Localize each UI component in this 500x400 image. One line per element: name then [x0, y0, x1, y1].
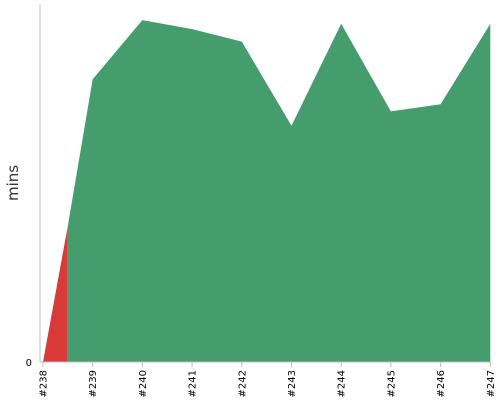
y-axis-label: mins — [4, 165, 22, 201]
x-tick-label: #247 — [486, 370, 497, 397]
chart-areas — [43, 20, 491, 362]
y-tick-label: 0 — [26, 358, 32, 369]
x-tick-label: #246 — [436, 370, 447, 397]
x-tick-label: #238 — [39, 370, 50, 397]
x-tick-label: #240 — [138, 370, 149, 397]
area-series-success — [67, 20, 491, 362]
x-tick-label: #241 — [188, 370, 199, 397]
x-tick-label: #243 — [287, 370, 298, 397]
area-series-failed — [43, 226, 68, 362]
x-tick-label: #245 — [386, 370, 397, 397]
x-tick-label: #244 — [337, 370, 348, 397]
x-tick-label: #242 — [237, 370, 248, 397]
x-ticks: #238 #239 #240 #241 #242 #243 #244 #245 #246 #247 — [39, 362, 497, 397]
x-tick-label: #239 — [88, 370, 99, 397]
y-ticks: 0 — [26, 358, 32, 369]
